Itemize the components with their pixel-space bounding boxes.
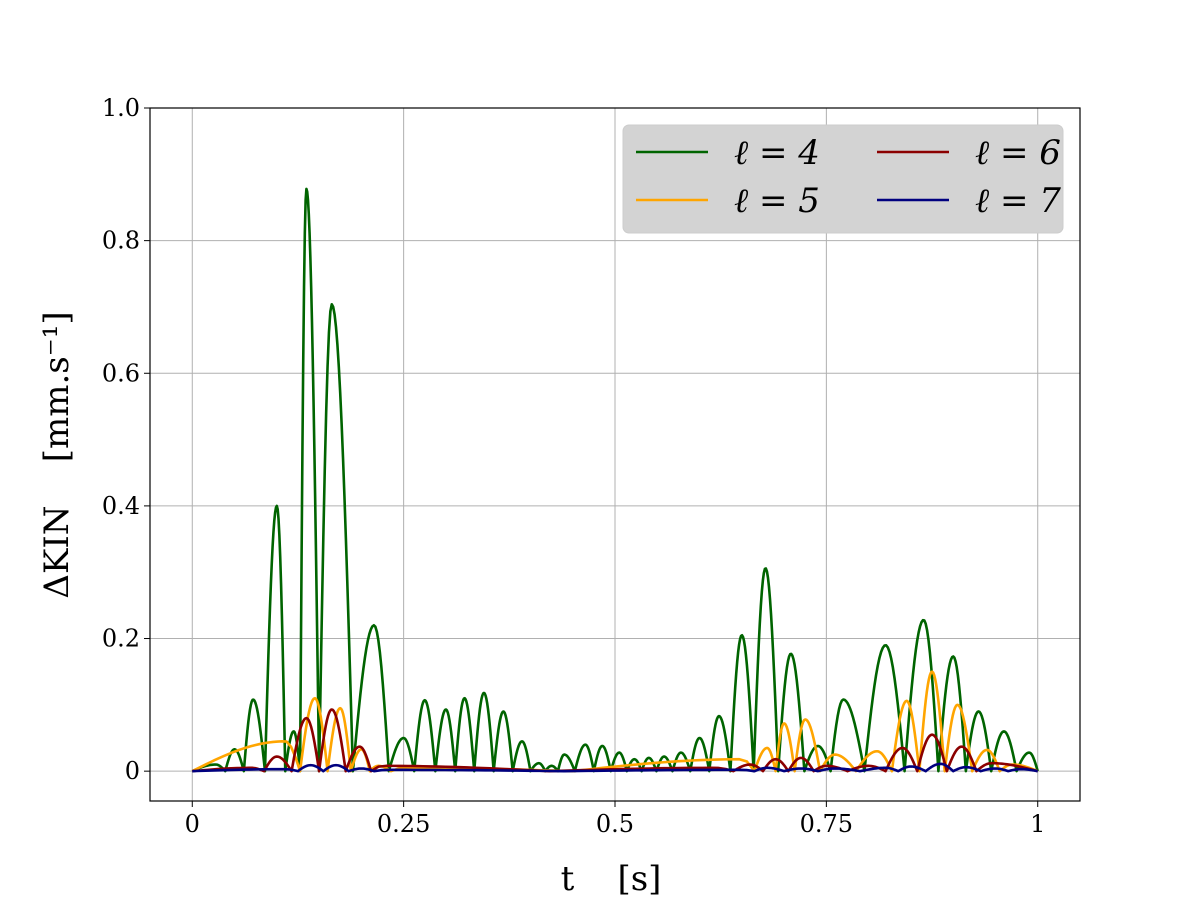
legend: ℓ = 4 ℓ = 5 ℓ = 6 ℓ = 7	[622, 124, 1064, 234]
x-tick-label: 0	[185, 810, 200, 838]
x-tick-label: 1	[1030, 810, 1045, 838]
y-tick-label: 1.0	[102, 94, 140, 122]
legend-box	[622, 124, 1064, 234]
y-tick-label: 0.4	[102, 492, 140, 520]
legend-label: ℓ = 7	[975, 181, 1061, 221]
x-tick-label: 0.25	[377, 810, 430, 838]
y-axis-label: ΔKIN [mm.s⁻¹]	[37, 311, 77, 598]
series-line-7	[192, 762, 1038, 773]
y-tick-label: 0	[125, 757, 140, 785]
y-tick-label: 0.2	[102, 625, 140, 653]
x-axis-label: t [s]	[561, 859, 662, 899]
legend-label: ℓ = 5	[734, 181, 820, 221]
y-tick-label: 0.6	[102, 359, 140, 387]
legend-label: ℓ = 4	[734, 133, 820, 173]
series-line-6	[192, 708, 1039, 773]
legend-label: ℓ = 6	[975, 133, 1061, 173]
ticks: 0 0.25 0.5 0.75 1 0 0.2 0.4 0.6 0.8 1.0	[102, 94, 1046, 838]
x-tick-label: 0.75	[800, 810, 853, 838]
x-tick-label: 0.5	[596, 810, 634, 838]
y-tick-label: 0.8	[102, 227, 140, 255]
series-layer	[191, 187, 1039, 773]
series-line-5	[191, 670, 1039, 773]
